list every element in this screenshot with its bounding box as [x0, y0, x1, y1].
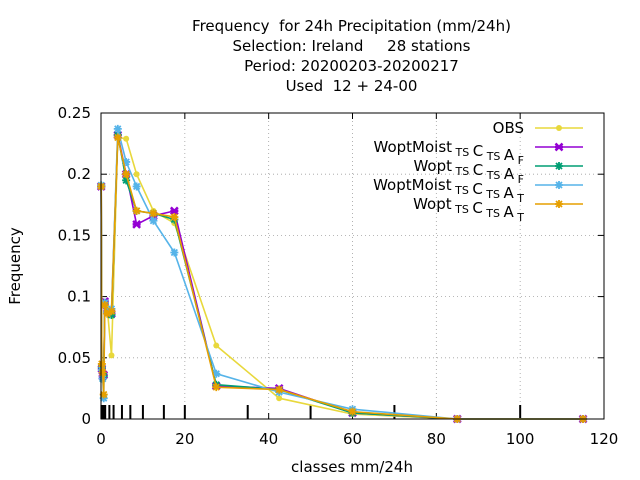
data-point [275, 385, 284, 394]
legend-item: OBS [493, 119, 583, 137]
legend-marker [554, 142, 564, 152]
x-tick-label: 0 [96, 430, 106, 448]
data-point [99, 390, 108, 399]
x-tick-label: 60 [343, 430, 362, 448]
data-point [149, 209, 158, 218]
legend-label: Wopt TS C TS A T [413, 195, 524, 224]
y-tick-label: 0.05 [58, 349, 91, 367]
data-point [107, 307, 116, 316]
axis-labels: 0 0.05 0.1 0.15 0.2 0.25 0 20 40 60 80 100 120 [58, 104, 619, 448]
data-point [113, 133, 122, 142]
grid [101, 113, 604, 419]
y-tick-label: 0.25 [58, 104, 91, 122]
data-point [132, 220, 142, 229]
plot-border [100, 112, 605, 420]
data-point [213, 342, 220, 349]
legend-marker [555, 200, 563, 208]
legend-item: WoptMoist TS C TS A F [374, 138, 583, 167]
legend-marker [555, 162, 563, 170]
data-point [122, 176, 131, 185]
data-point [212, 383, 221, 392]
y-axis-label: Frequency [6, 227, 24, 305]
data-point [132, 182, 141, 191]
legend-label: WoptMoist TS C TS A T [373, 176, 524, 205]
data-point [98, 368, 107, 377]
data-point [97, 359, 106, 368]
legend-label: WoptMoist TS C TS A F [374, 138, 525, 167]
legend-item: Wopt TS C TS A T [413, 195, 583, 224]
data-point [132, 206, 141, 215]
data-point [122, 170, 131, 179]
data-point [169, 206, 179, 216]
data-point [170, 213, 179, 222]
y-tick-label: 0 [81, 410, 91, 428]
x-tick-label: 20 [175, 430, 194, 448]
y-tick-label: 0.15 [58, 226, 91, 244]
data-point [122, 157, 131, 166]
x-tick-label: 120 [590, 430, 619, 448]
legend-label: OBS [493, 119, 524, 137]
data-point [123, 135, 130, 142]
data-point [212, 369, 221, 378]
data-point [276, 395, 283, 402]
y-tick-label: 0.2 [67, 165, 91, 183]
data-point [113, 124, 122, 133]
data-point [108, 352, 115, 359]
legend-label: Wopt TS C TS A F [413, 157, 524, 186]
chart-title-line-4: Used 12 + 24-00 [285, 77, 418, 95]
x-tick-label: 40 [259, 430, 278, 448]
data-point [170, 248, 179, 257]
x-tick-label: 100 [506, 430, 535, 448]
chart-title-line-1: Frequency for 24h Precipitation (mm/24h) [192, 17, 511, 35]
y-tick-label: 0.1 [67, 288, 91, 306]
data-point [103, 309, 112, 318]
chart-title-line-2: Selection: Ireland 28 stations [232, 37, 471, 55]
data-point [100, 301, 109, 310]
chart-title-line-3: Period: 20200203-20200217 [244, 57, 459, 75]
data-point [133, 171, 140, 178]
x-tick-label: 80 [427, 430, 446, 448]
legend-item: WoptMoist TS C TS A T [373, 176, 583, 205]
legend-marker [555, 181, 563, 189]
data-point [149, 216, 158, 225]
legend-item: Wopt TS C TS A F [413, 157, 583, 186]
data-point [348, 407, 357, 416]
x-axis-label: classes mm/24h [291, 458, 413, 476]
legend-marker [556, 125, 562, 131]
